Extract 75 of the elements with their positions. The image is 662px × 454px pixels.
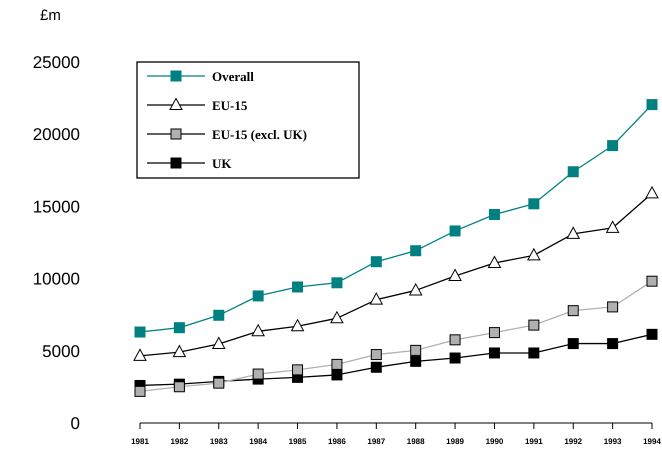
point	[450, 334, 461, 346]
point	[174, 322, 185, 334]
point	[370, 362, 382, 373]
point	[448, 269, 462, 281]
point	[488, 208, 500, 220]
point	[566, 226, 580, 239]
point	[174, 381, 185, 392]
point	[607, 338, 618, 350]
x-tick-label: 1992	[564, 437, 583, 446]
point	[607, 140, 618, 152]
x-tick-label: 1991	[524, 437, 544, 446]
point	[212, 337, 226, 350]
x-tick-label: 1985	[288, 437, 307, 446]
y-tick-label: 0	[70, 414, 80, 433]
x-tick-label: 1990	[486, 437, 504, 446]
point	[330, 311, 344, 324]
y-tick-label: 20000	[32, 125, 80, 144]
point	[252, 290, 264, 302]
point	[172, 345, 186, 358]
legend-label: Overall	[212, 69, 254, 84]
x-tick-label: 1987	[367, 437, 386, 446]
x-tick-label: 1983	[210, 437, 228, 446]
point	[213, 310, 224, 321]
x-tick-label: 1989	[446, 437, 465, 446]
point	[134, 386, 146, 397]
point	[450, 225, 461, 236]
point	[528, 198, 540, 210]
point	[292, 281, 304, 292]
point	[646, 328, 658, 340]
point	[331, 277, 342, 288]
point	[606, 220, 620, 233]
y-tick-label: 15000	[32, 197, 80, 216]
point	[370, 256, 382, 268]
x-tick-label: 1994	[643, 437, 662, 446]
point	[331, 369, 342, 380]
point	[568, 305, 579, 316]
point	[646, 99, 658, 110]
point	[488, 327, 500, 338]
point	[528, 347, 540, 358]
y-axis-title: £m	[40, 7, 61, 24]
point	[292, 364, 304, 376]
point	[291, 319, 304, 332]
point	[488, 256, 501, 268]
point	[252, 324, 265, 336]
point	[331, 358, 342, 370]
x-tick-label: 1982	[170, 437, 189, 446]
point	[410, 245, 422, 256]
y-tick-label: 10000	[32, 270, 80, 289]
point	[370, 349, 382, 360]
x-tick-label: 1993	[604, 437, 622, 446]
point	[488, 347, 500, 358]
point	[252, 368, 264, 380]
point	[370, 292, 383, 305]
point	[410, 344, 422, 356]
point	[607, 301, 618, 312]
y-tick-label: 25000	[32, 53, 80, 72]
legend-label: EU-15	[212, 98, 248, 113]
point	[646, 186, 658, 198]
legend-label: UK	[212, 156, 232, 171]
point	[410, 356, 422, 367]
x-tick-label: 1984	[249, 437, 268, 446]
point	[134, 326, 146, 338]
point	[528, 320, 540, 331]
point	[409, 283, 422, 296]
x-tick-label: 1986	[328, 437, 346, 446]
point	[568, 338, 579, 350]
point	[450, 352, 461, 364]
legend-label: EU-15 (excl. UK)	[212, 127, 307, 142]
x-tick-label: 1981	[131, 437, 150, 446]
x-tick-label: 1988	[406, 437, 426, 446]
point	[527, 248, 540, 260]
point	[568, 166, 579, 178]
point	[646, 276, 658, 287]
point	[134, 348, 146, 361]
y-tick-label: 5000	[42, 342, 80, 361]
